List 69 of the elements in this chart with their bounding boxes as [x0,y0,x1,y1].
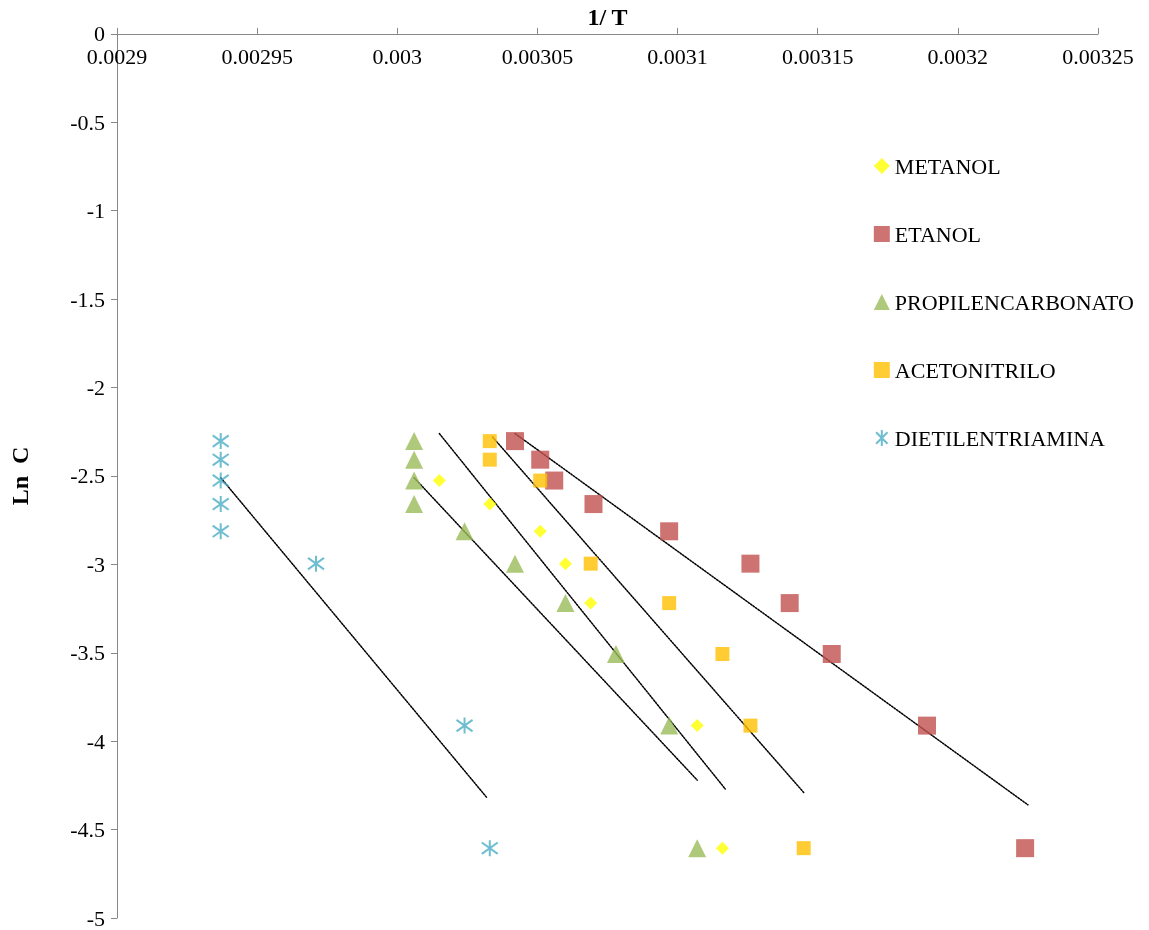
point [405,450,424,469]
point [455,522,474,541]
y-tick-label: -1 [86,198,105,224]
point [307,554,325,573]
point [483,497,497,511]
point [533,524,547,538]
point [506,432,525,451]
y-tick-label: -2 [86,375,105,401]
x-tick-label: 0.0029 [86,44,148,70]
point [211,471,230,490]
x-axis-title: 1/ T [587,4,628,30]
point [533,473,548,488]
point [506,554,525,573]
legend-label: DIETILENTRIAMINA [894,425,1106,451]
x-tick-label: 0.00325 [1062,44,1134,70]
point [688,839,707,858]
y-axis-title: Ln C [7,446,33,506]
point [660,522,679,541]
y-tick-label: -0.5 [70,109,105,135]
point [482,452,497,467]
point [531,450,550,469]
y-tick-label: -3 [86,551,105,577]
y-tick-label: -5 [86,905,105,930]
y-tick-label: -4.5 [70,817,105,843]
point [556,594,575,613]
y-tick-label: 0 [94,21,105,47]
point [918,716,937,735]
point [211,432,230,451]
point [583,556,598,571]
y-tick-label: -4 [86,728,105,754]
point [405,471,424,490]
x-tick-label: 0.003 [372,44,423,70]
point [606,645,625,664]
legend-label: PROPILENCARBONATO [894,289,1134,315]
point [405,432,424,451]
point [211,522,230,541]
y-tick-label: -1.5 [70,286,105,312]
point [584,495,603,514]
legend-label: ETANOL [894,221,982,247]
y-tick-label: -2.5 [70,463,105,489]
x-tick-label: 0.00305 [501,44,574,70]
x-tick-label: 0.00295 [221,44,293,70]
legend-label: ACETONITRILO [894,357,1056,383]
point [741,554,760,573]
point [545,471,564,490]
point [780,594,799,613]
x-tick-label: 0.00315 [781,44,854,70]
point [1016,839,1035,858]
legend-label: METANOL [894,153,1001,179]
point [211,495,230,514]
point [662,596,677,611]
x-tick-label: 0.0031 [647,44,708,70]
point [211,450,230,469]
point [584,596,598,610]
point [690,719,704,733]
x-tick-label: 0.0032 [927,44,989,70]
y-tick-label: -3.5 [70,640,105,666]
point [822,645,841,664]
point [482,434,497,449]
point [455,716,474,735]
point [432,474,446,488]
point [715,647,730,662]
point [480,839,499,858]
point [715,841,729,855]
point [743,718,758,733]
point [660,716,679,735]
point [405,495,424,514]
point [796,841,811,856]
point [558,557,572,571]
